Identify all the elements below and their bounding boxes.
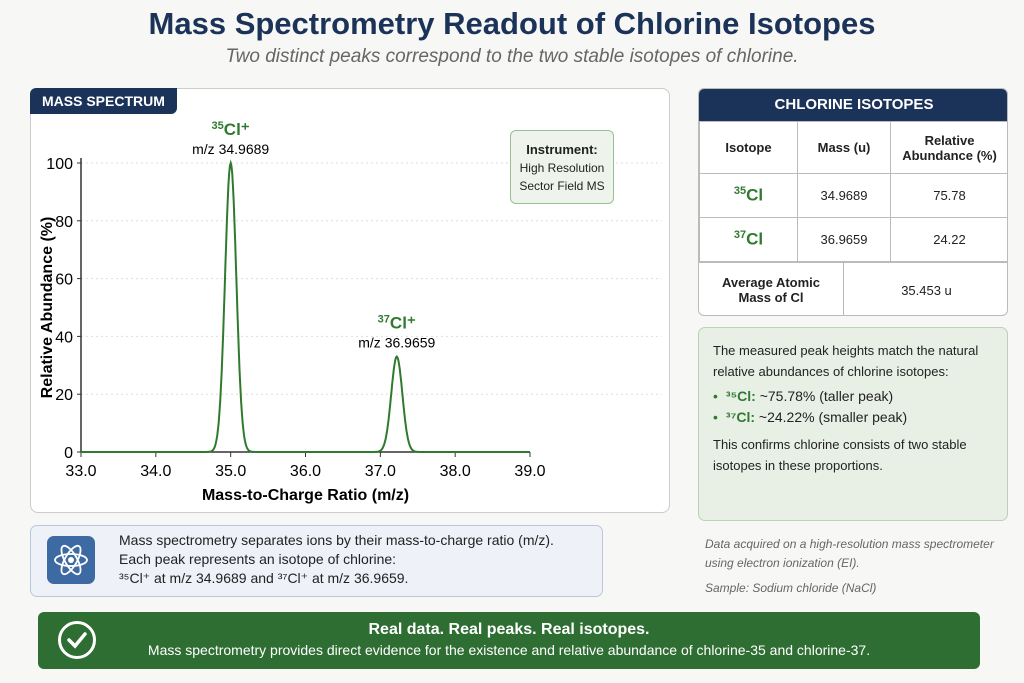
info-box: Mass spectrometry separates ions by thei… <box>30 525 603 597</box>
y-tick-label: 80 <box>55 214 73 231</box>
x-tick-label: 38.0 <box>440 463 471 480</box>
isotope-table: CHLORINE ISOTOPES Isotope Mass (u) Relativ… <box>698 88 1008 316</box>
page-subtitle: Two distinct peaks correspond to the two… <box>225 46 799 67</box>
header-mass: Mass (u) <box>797 121 891 174</box>
check-circle-icon <box>58 621 96 659</box>
instrument-box: Instrument: High Resolution Sector Field… <box>510 130 614 204</box>
sample-note: Sample: Sodium chloride (NaCl) <box>705 581 877 595</box>
instrument-line1: High Resolution <box>519 161 605 175</box>
info-line1: Mass spectrometry separates ions by thei… <box>119 532 554 548</box>
spectrum-line <box>81 159 530 453</box>
info-line2: Each peak represents an isotope of chlor… <box>119 551 397 567</box>
instrument-line2: Sector Field MS <box>519 179 605 193</box>
summary-banner: Real data. Real peaks. Real isotopes. Ma… <box>38 612 980 669</box>
note-bullet: ³⁷Cl: ~24.22% (smaller peak) <box>713 407 993 428</box>
note-outro: This confirms chlorine consists of two s… <box>713 437 967 473</box>
info-line3: ³⁵Cl⁺ at m/z 34.9689 and ³⁷Cl⁺ at m/z 36… <box>119 570 409 586</box>
y-tick-label: 20 <box>55 387 73 404</box>
avg-value: 35.453 u <box>901 282 952 298</box>
peak-mz-label-0: m/z 34.9689 <box>192 141 269 157</box>
x-tick-label: 36.0 <box>290 463 321 480</box>
y-tick-label: 60 <box>55 272 73 289</box>
table-row: 35Cl 34.9689 75.78 <box>699 173 1007 218</box>
y-axis-label: Relative Abundance (%) <box>39 217 56 399</box>
table-row: 37Cl 36.9659 24.22 <box>699 217 1007 262</box>
x-tick-label: 35.0 <box>215 463 246 480</box>
table-title: CHLORINE ISOTOPES <box>699 89 1007 121</box>
peak-mz-label-1: m/z 36.9659 <box>358 335 435 351</box>
x-tick-label: 37.0 <box>365 463 396 480</box>
banner-headline: Real data. Real peaks. Real isotopes. <box>368 621 650 638</box>
avg-label: Average Atomic Mass of Cl <box>699 263 844 315</box>
peak-ion-label-0: 35Cl⁺ <box>212 120 250 139</box>
y-tick-label: 0 <box>64 445 73 462</box>
chart-panel-label: MASS SPECTRUM <box>30 88 177 114</box>
header-abundance: Relative Abundance (%) <box>890 121 1007 174</box>
note-intro: The measured peak heights match the natu… <box>713 343 979 379</box>
instrument-label: Instrument: <box>526 142 598 157</box>
y-tick-label: 100 <box>46 156 73 173</box>
x-tick-label: 39.0 <box>514 463 545 480</box>
average-mass-row: Average Atomic Mass of Cl 35.453 u <box>699 262 1007 315</box>
explanation-note: The measured peak heights match the natu… <box>698 327 1008 521</box>
x-tick-label: 34.0 <box>140 463 171 480</box>
mass-spectrum-chart: 0 20 40 60 80 100 33.0 34.0 35.0 36.0 37.0 38.0 39.0… <box>39 120 662 504</box>
x-axis-label: Mass-to-Charge Ratio (m/z) <box>202 487 409 504</box>
peak-ion-label-1: 37Cl⁺ <box>378 314 416 333</box>
page-title: Mass Spectrometry Readout of Chlorine Is… <box>148 6 876 41</box>
acquisition-note: Data acquired on a high-resolution mass … <box>705 537 994 570</box>
y-tick-label: 40 <box>55 329 73 346</box>
x-tick-label: 33.0 <box>65 463 96 480</box>
header-isotope: Isotope <box>699 121 798 174</box>
atom-icon <box>47 536 95 584</box>
banner-text: Mass spectrometry provides direct eviden… <box>147 642 871 658</box>
note-bullet: ³⁵Cl: ~75.78% (taller peak) <box>713 386 993 407</box>
